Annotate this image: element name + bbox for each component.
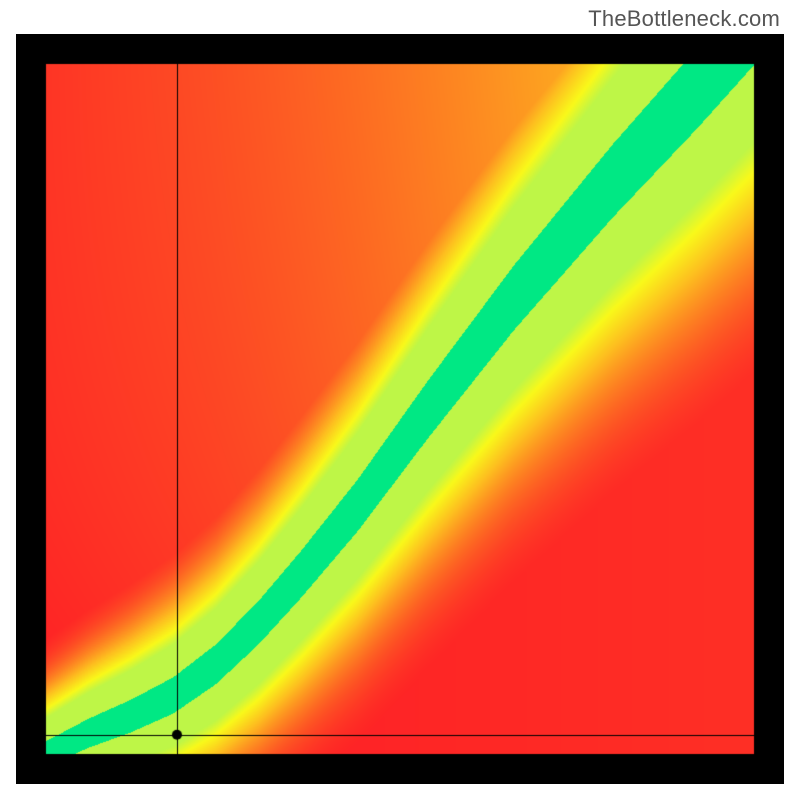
- plot-area: [16, 34, 784, 784]
- heatmap-canvas: [16, 34, 784, 784]
- watermark-text: TheBottleneck.com: [588, 6, 780, 32]
- figure-container: TheBottleneck.com: [0, 0, 800, 800]
